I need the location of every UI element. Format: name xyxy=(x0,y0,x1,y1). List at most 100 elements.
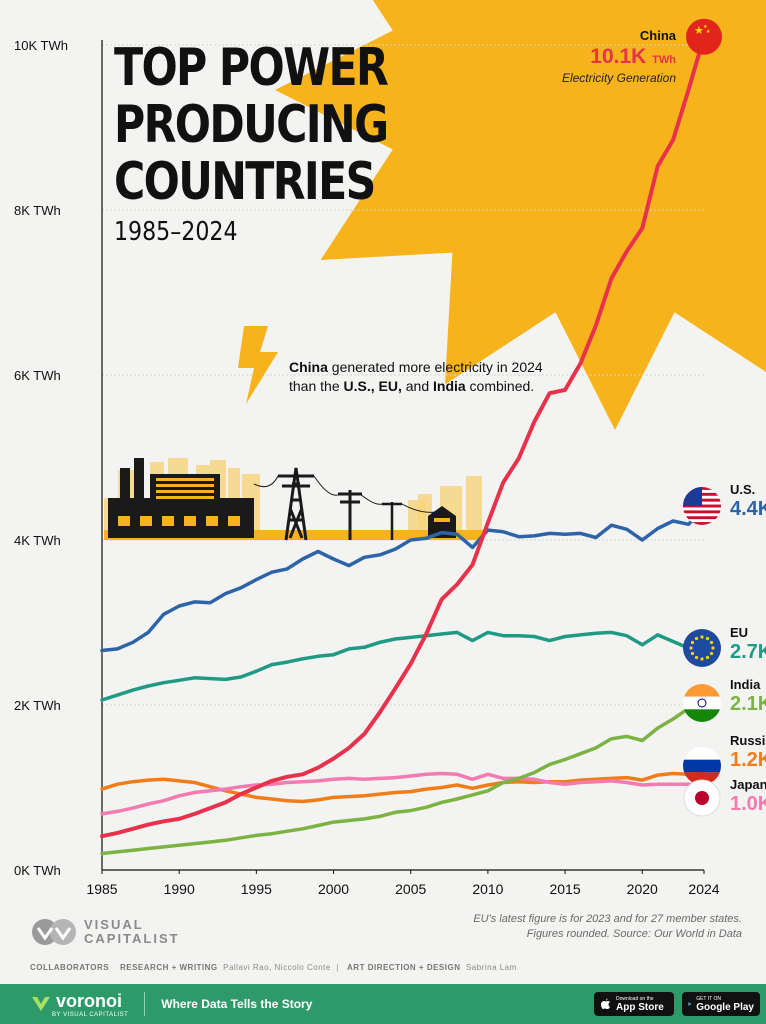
title-block: TOP POWER PRODUCING COUNTRIES 1985–2024 xyxy=(114,38,447,248)
art-direction-label: ART DIRECTION + DESIGN xyxy=(347,963,461,972)
eu-value: 2.7K xyxy=(730,641,766,663)
source-note-line-2: Figures rounded. Source: Our World in Da… xyxy=(526,928,742,940)
japan-value: 1.0K xyxy=(730,793,766,815)
callout-text-3: combined. xyxy=(465,378,535,394)
x-tick-label-1: 1990 xyxy=(164,881,195,897)
svg-text:★: ★ xyxy=(703,24,708,30)
factory-window-5 xyxy=(228,516,240,526)
japan-flag-icon xyxy=(683,779,721,817)
utility-pole-2 xyxy=(382,502,402,540)
factory-window-band-2 xyxy=(156,490,214,493)
callout-text-1: generated more electricity in 2024 than … xyxy=(289,359,543,394)
china-value: 10.1K TWh xyxy=(562,45,676,69)
sun-rays xyxy=(275,0,766,430)
eu-label: EU 2.7K xyxy=(730,625,766,664)
china-note: Electricity Generation xyxy=(561,71,676,85)
google-play-icon xyxy=(688,1002,692,1006)
russia-value: 1.2K xyxy=(730,749,766,771)
japan-label: Japan 1.0K xyxy=(730,777,766,816)
y-tick-label-2: 4K TWh xyxy=(14,533,61,548)
y-tick-label-0: 0K TWh xyxy=(14,863,61,878)
source-note-line-1: EU's latest figure is for 2023 and for 2… xyxy=(473,913,742,925)
voronoi-logo[interactable]: voronoi BY VISUAL CAPITALIST xyxy=(30,991,128,1018)
us-label: U.S. 4.4K xyxy=(730,482,766,521)
bottom-bar: voronoi BY VISUAL CAPITALIST Where Data … xyxy=(0,984,766,1024)
subtitle: 1985–2024 xyxy=(114,217,238,247)
title-line-2: PRODUCING xyxy=(114,95,389,155)
us-flag-icon xyxy=(683,487,721,525)
india-country-name: India xyxy=(730,677,761,692)
us-value: 4.4K xyxy=(730,498,766,520)
svg-text:★: ★ xyxy=(694,24,704,37)
brand-line-2: CAPITALIST xyxy=(84,931,180,946)
y-tick-label-1: 2K TWh xyxy=(14,698,61,713)
factory-window-4 xyxy=(206,516,218,526)
series-line-china xyxy=(100,34,706,839)
chimney-2 xyxy=(134,458,144,500)
factory-window-band-1 xyxy=(156,484,214,487)
title-line-3: COUNTRIES xyxy=(114,152,376,212)
research-label: RESEARCH + WRITING xyxy=(119,963,218,972)
series-line-us xyxy=(100,506,706,653)
callout-india: India xyxy=(433,378,466,394)
y-tick-label-3: 6K TWh xyxy=(14,368,61,383)
x-tick-label-0: 1985 xyxy=(86,881,117,897)
voronoi-name: voronoi xyxy=(56,990,122,1011)
china-value-unit: TWh xyxy=(652,54,676,66)
research-names: Pallavi Rao, Niccolo Conte xyxy=(223,963,331,972)
x-tick-label-6: 2015 xyxy=(549,881,580,897)
apple-icon xyxy=(601,998,610,1009)
factory-window-2 xyxy=(162,516,174,526)
factory-window-band-0 xyxy=(156,478,214,481)
google-play-button[interactable]: GET IT ON Google Play xyxy=(682,992,760,1016)
art-direction-names: Sabrina Lam xyxy=(465,963,517,972)
china-flag-icon: ★ ★★ xyxy=(686,18,722,55)
flag-markers: ★ ★★ xyxy=(683,18,722,817)
background-building-11 xyxy=(466,476,482,538)
x-tick-label-7: 2020 xyxy=(627,881,658,897)
sun-illustration xyxy=(275,0,766,430)
us-country-name: U.S. xyxy=(730,482,756,497)
title-line-1: TOP POWER xyxy=(114,38,389,98)
japan-country-name: Japan xyxy=(730,777,766,792)
china-country-name: China xyxy=(639,28,676,43)
callout-us-eu: U.S., EU, xyxy=(343,378,402,394)
voronoi-mark-icon xyxy=(32,997,50,1011)
tagline: Where Data Tells the Story xyxy=(161,997,313,1011)
app-store-button[interactable]: Download on the App Store xyxy=(594,992,674,1016)
factory-window-3 xyxy=(184,516,196,526)
power-lines xyxy=(253,475,437,513)
lightning-bolt xyxy=(238,326,278,404)
x-tick-label-3: 2000 xyxy=(318,881,349,897)
callout-text-2: and xyxy=(401,378,433,394)
lightning-icon xyxy=(238,326,278,404)
chimney-1 xyxy=(120,468,130,500)
chart-axes: 1985 1990 1995 2000 2005 2010 2015 2020 2024 xyxy=(86,40,720,897)
russia-label: Russia 1.2K xyxy=(730,733,766,772)
india-value: 2.1K xyxy=(730,693,766,715)
china-value-number: 10.1K xyxy=(590,45,647,68)
house-window xyxy=(434,518,450,522)
chart: 0K TWh 2K TWh 4K TWh 6K TWh 8K TWh 10K TWh 19… xyxy=(14,0,766,897)
india-label: India 2.1K xyxy=(730,677,766,716)
x-tick-label-8: 2024 xyxy=(688,881,719,897)
factory-window-1 xyxy=(140,516,152,526)
google-play-label: Google Play xyxy=(696,1001,754,1013)
app-store-label: App Store xyxy=(616,1001,664,1013)
collaborators: COLLABORATORS RESEARCH + WRITING Pallavi… xyxy=(30,963,517,972)
china-label: China 10.1K TWh Electricity Generation xyxy=(562,28,676,85)
visual-capitalist-logo: VISUAL CAPITALIST xyxy=(30,917,180,947)
series-line-russia xyxy=(100,770,706,804)
y-tick-label-4: 8K TWh xyxy=(14,203,61,218)
eu-country-name: EU xyxy=(730,625,749,640)
russia-flag-icon xyxy=(683,747,721,785)
chart-series xyxy=(100,34,706,856)
series-line-japan xyxy=(100,771,706,816)
series-line-eu xyxy=(100,630,706,702)
brand-line-1: VISUAL xyxy=(84,917,144,932)
collaborators-label: COLLABORATORS xyxy=(30,963,110,972)
google-play-small: GET IT ON xyxy=(696,995,722,1002)
india-flag-icon xyxy=(683,684,721,722)
series-line-india xyxy=(100,699,706,856)
source-note: EU's latest figure is for 2023 and for 2… xyxy=(473,912,742,942)
